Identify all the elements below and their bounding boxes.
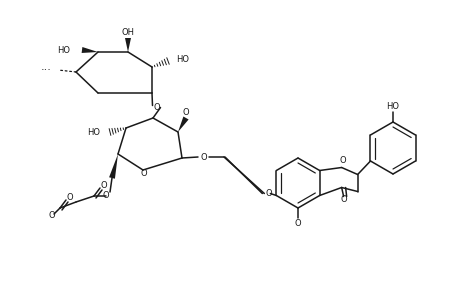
Text: ···: ··· [41, 65, 52, 75]
Polygon shape [125, 38, 131, 52]
Polygon shape [178, 116, 188, 132]
Text: O: O [140, 169, 147, 178]
Text: O: O [102, 191, 109, 200]
Text: O: O [49, 212, 55, 220]
Polygon shape [109, 154, 118, 179]
Text: HO: HO [87, 128, 100, 136]
Text: OH: OH [121, 28, 134, 37]
Text: O: O [101, 182, 107, 190]
Text: O: O [67, 194, 73, 202]
Text: O: O [294, 220, 301, 229]
Text: O: O [340, 195, 346, 204]
Text: HO: HO [57, 46, 70, 55]
Text: O: O [339, 156, 345, 165]
Text: O: O [264, 189, 271, 198]
Polygon shape [81, 47, 98, 53]
Text: HO: HO [386, 101, 398, 110]
Text: O: O [153, 103, 159, 112]
Text: HO: HO [176, 55, 189, 64]
Text: O: O [182, 107, 189, 116]
Text: O: O [200, 152, 207, 161]
